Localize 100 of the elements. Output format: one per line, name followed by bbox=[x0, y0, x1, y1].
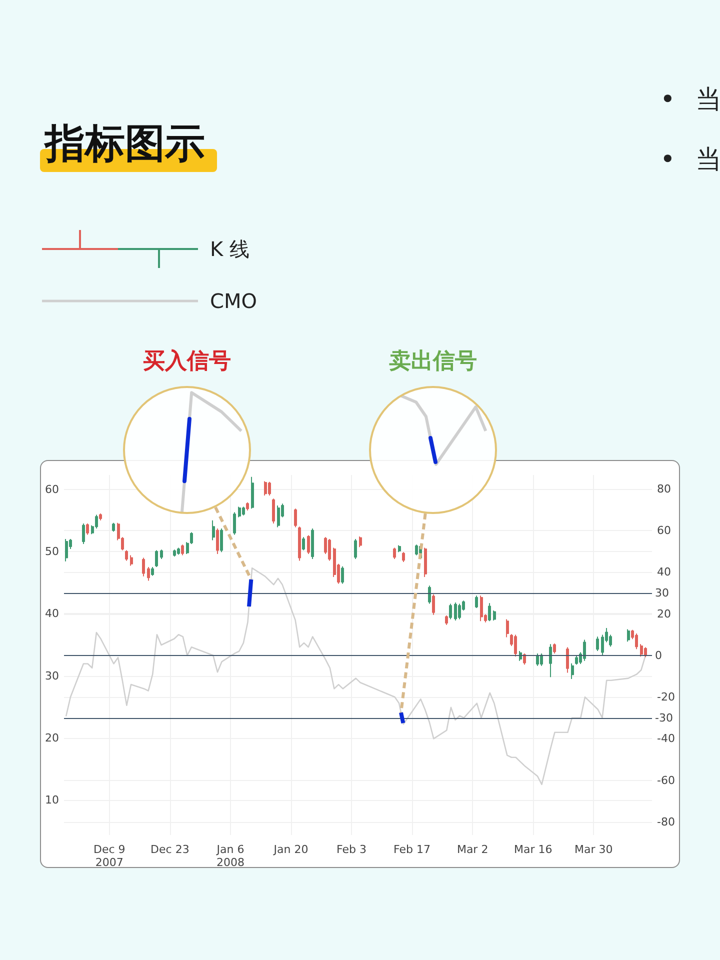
candlestick bbox=[212, 520, 215, 541]
candlestick bbox=[540, 652, 543, 666]
y-tick-label: 10 bbox=[45, 794, 59, 807]
candlestick bbox=[583, 639, 586, 662]
candlestick bbox=[264, 480, 267, 496]
candlestick bbox=[449, 603, 452, 620]
candlestick bbox=[644, 646, 647, 658]
y2-tick-label: 20 bbox=[657, 607, 671, 620]
text: 买入信号 bbox=[143, 348, 232, 376]
y2-tick-label: 40 bbox=[657, 566, 671, 579]
y2-tick-label: 60 bbox=[657, 524, 671, 538]
candlestick bbox=[566, 646, 569, 674]
candlestick bbox=[251, 476, 254, 510]
x-tick-label: Mar 2 bbox=[456, 843, 488, 856]
candlestick bbox=[428, 585, 431, 604]
candlestick bbox=[82, 522, 85, 545]
candlestick bbox=[160, 549, 163, 560]
candlestick bbox=[432, 594, 435, 616]
candlestick bbox=[341, 566, 344, 584]
candlestick bbox=[424, 547, 427, 578]
ref-line-label: 30 bbox=[655, 586, 669, 600]
candlestick bbox=[268, 481, 271, 496]
candlestick bbox=[65, 538, 68, 562]
candlestick bbox=[147, 566, 150, 582]
candlestick bbox=[233, 512, 236, 536]
candlestick bbox=[596, 636, 599, 652]
candlestick bbox=[181, 544, 184, 556]
y2-tick-label: 80 bbox=[657, 482, 671, 496]
candlestick bbox=[354, 538, 357, 560]
candlestick bbox=[298, 526, 301, 562]
ref-line-label: -30 bbox=[655, 711, 673, 724]
legend-label: K 线 bbox=[210, 237, 250, 261]
candlestick bbox=[242, 506, 245, 516]
candlestick bbox=[246, 502, 249, 511]
candlestick bbox=[549, 644, 552, 678]
candlestick bbox=[220, 528, 223, 553]
candlestick bbox=[480, 595, 483, 622]
candlestick bbox=[445, 615, 448, 626]
candlestick bbox=[155, 550, 158, 568]
y2-tick-label: -60 bbox=[657, 774, 675, 787]
y-tick-label: 40 bbox=[45, 607, 59, 620]
y2-tick-label: -20 bbox=[657, 690, 675, 704]
candlestick bbox=[523, 652, 526, 666]
candlestick bbox=[359, 536, 362, 548]
candlestick bbox=[307, 534, 310, 554]
y-tick-label: 30 bbox=[45, 669, 59, 682]
legend-label: CMO bbox=[210, 289, 257, 313]
x-tick-label: Mar 16 bbox=[514, 843, 552, 856]
y2-tick-label: -40 bbox=[657, 732, 675, 746]
y-tick-label: 60 bbox=[45, 482, 59, 496]
x-tick-label: Mar 30 bbox=[574, 843, 613, 856]
candlestick bbox=[415, 544, 418, 556]
candlestick bbox=[398, 544, 401, 553]
candlestick bbox=[302, 536, 305, 551]
candlestick bbox=[640, 644, 643, 658]
candlestick bbox=[294, 508, 297, 528]
y2-tick-label: -80 bbox=[657, 815, 675, 828]
x-tick-label: Jan 6 2008 bbox=[216, 843, 244, 869]
text: • 当 bbox=[660, 84, 720, 117]
candlestick bbox=[393, 547, 396, 560]
candlestick bbox=[553, 642, 556, 654]
candlestick bbox=[536, 652, 539, 666]
x-tick-label: Feb 17 bbox=[394, 843, 431, 856]
candlestick bbox=[125, 550, 128, 562]
candlestick bbox=[272, 498, 275, 524]
candlestick bbox=[328, 538, 331, 562]
candlestick bbox=[458, 603, 461, 620]
candlestick bbox=[514, 634, 517, 658]
candlestick bbox=[173, 549, 176, 557]
candlestick bbox=[142, 557, 145, 577]
line-series bbox=[66, 567, 646, 786]
candlestick bbox=[571, 662, 574, 680]
candlestick bbox=[402, 552, 405, 563]
candlestick bbox=[635, 633, 638, 650]
x-tick-label: Feb 3 bbox=[336, 843, 367, 856]
candlestick bbox=[493, 610, 496, 621]
y-tick-label: 50 bbox=[45, 544, 59, 558]
candlestick bbox=[575, 655, 578, 666]
candlestick bbox=[627, 628, 630, 642]
text: 卖出信号 bbox=[389, 348, 478, 376]
ref-line-label: 0 bbox=[655, 648, 662, 662]
candlestick bbox=[454, 602, 457, 621]
candlestick bbox=[112, 522, 115, 532]
x-tick-label: Jan 20 bbox=[272, 843, 308, 856]
candlestick bbox=[99, 513, 102, 521]
candlestick bbox=[475, 595, 478, 609]
candlestick bbox=[277, 504, 280, 528]
candlestick bbox=[506, 618, 509, 638]
text: • 当 bbox=[660, 144, 720, 177]
y-tick-label: 20 bbox=[45, 732, 59, 745]
candlestick bbox=[238, 506, 241, 518]
candlestick bbox=[86, 522, 89, 536]
candlestick bbox=[130, 554, 133, 566]
candlestick bbox=[311, 528, 314, 560]
candlestick bbox=[177, 547, 180, 556]
x-tick-label: Dec 23 bbox=[150, 843, 190, 856]
candlestick bbox=[151, 566, 154, 576]
candlestick bbox=[216, 528, 219, 554]
candlestick bbox=[488, 602, 491, 622]
x-tick-label: Dec 9 2007 bbox=[94, 843, 126, 869]
